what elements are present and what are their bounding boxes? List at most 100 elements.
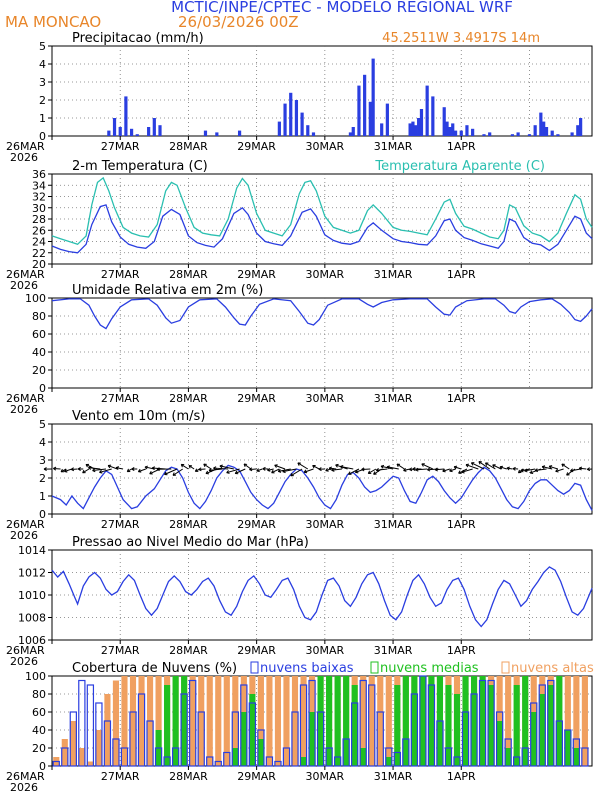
cloud-bar-nuvens-baixas [112, 738, 120, 767]
precip-bar [300, 112, 304, 136]
panel-title: Umidade Relativa em 2m (%) [72, 283, 263, 298]
cloud-bar-nuvens-baixas [223, 751, 231, 767]
cloud-bar-nuvens-medias [334, 676, 341, 766]
y-tick-label: 28 [32, 213, 46, 226]
cloud-bar-nuvens-baixas [231, 711, 239, 767]
wind-arrow [329, 467, 337, 470]
cloud-bar-nuvens-baixas [61, 747, 69, 767]
cloud-bar-nuvens-medias [257, 739, 264, 766]
x-tick-label: 27MAR [101, 392, 140, 405]
panel-rh: 0 20 40 60 80 100 26MAR 27MAR 28MAR 29MAR 30MAR 31M… [6, 283, 593, 416]
x-year-label: 2026 [10, 279, 38, 292]
cloud-bar-nuvens-altas [104, 694, 111, 766]
wind-arrow [361, 468, 371, 471]
precip-bar [539, 112, 543, 136]
wind-arrow-head [131, 468, 135, 471]
cloud-bar-nuvens-baixas [299, 684, 308, 767]
wind-arrow-head [219, 465, 223, 469]
wind-arrow-head [434, 469, 438, 472]
cloud-bar-nuvens-baixas [163, 756, 171, 767]
x-tick-label: 27MAR [101, 140, 140, 153]
panel-pressure: 1006 1008 1010 1012 1014 26MAR 27MAR 28MAR 29MAR… [6, 535, 593, 668]
cloud-bar-nuvens-medias [300, 757, 307, 766]
wind-arrow-head [282, 471, 286, 474]
wind-arrow-head [43, 468, 47, 472]
wind-arrow-head [267, 469, 271, 472]
legend-swatch [370, 661, 379, 674]
wind-arrow-head [512, 468, 516, 471]
wind-arrow [555, 468, 564, 472]
precip-bar [465, 125, 469, 136]
cloud-bar-nuvens-baixas [291, 711, 299, 767]
cloud-bar-nuvens-baixas [359, 679, 367, 767]
cloud-bar-nuvens-baixas [69, 711, 77, 767]
y-tick-label: 1 [39, 112, 46, 125]
wind-arrow-head [421, 463, 424, 467]
wind-arrow-head [180, 464, 183, 468]
y-tick-label: 0 [39, 130, 46, 143]
cloud-bar-nuvens-altas [198, 676, 205, 766]
cloud-bar-nuvens-medias [479, 676, 486, 766]
cloud-bar-nuvens-baixas [257, 729, 265, 767]
precip-bar [135, 134, 139, 136]
cloud-bar-nuvens-medias [411, 676, 418, 766]
cloud-bar-nuvens-altas [266, 676, 273, 766]
legend-swatch [250, 661, 259, 674]
wind-arrow-head [278, 470, 282, 473]
wind-arrow [380, 465, 394, 470]
cloud-bar-nuvens-baixas [95, 702, 103, 767]
x-tick-label: 30MAR [306, 268, 345, 281]
cloud-bar-nuvens-baixas [137, 693, 146, 767]
cloud-bar-nuvens-baixas [206, 756, 214, 767]
cloud-bar-nuvens-altas [360, 676, 367, 766]
wind-arrow [235, 468, 246, 474]
cloud-bar-nuvens-altas [189, 676, 196, 766]
panel-title: Precipitacao (mm/h) [72, 31, 204, 46]
precip-bar [544, 127, 549, 136]
wind-arrow [549, 465, 559, 470]
cloud-bar-nuvens-baixas [453, 756, 461, 767]
wind-arrow [282, 468, 297, 473]
cloud-bar-nuvens-altas [368, 676, 375, 766]
wind-arrow-head [403, 470, 407, 472]
cloud-bar-nuvens-baixas [333, 756, 342, 767]
cloud-bar-nuvens-altas [564, 676, 571, 766]
cloud-bar-nuvens-altas [121, 676, 128, 766]
x-tick-label: 27MAR [101, 518, 140, 531]
cloud-bar-nuvens-baixas [402, 738, 410, 767]
wind-arrow-head [85, 464, 88, 468]
y-tick-label: 0 [39, 760, 46, 773]
wind-arrow [368, 468, 377, 474]
x-year-label: 2026 [10, 403, 38, 416]
cloud-bar-nuvens-baixas [555, 720, 563, 767]
precip-bar [448, 127, 452, 136]
cloud-bar-nuvens-baixas [282, 747, 291, 767]
y-tick-label: 5 [39, 418, 46, 431]
wind-arrow-head [312, 465, 315, 469]
cloud-bar-nuvens-medias [351, 685, 358, 766]
precip-bar [453, 130, 458, 136]
precip-bar [516, 132, 520, 136]
y-tick-label: 22 [32, 247, 46, 260]
wind-arrow [267, 468, 274, 471]
cloud-bar-nuvens-medias [488, 685, 495, 766]
precip-bar [445, 121, 449, 136]
x-tick-label: 26MAR [6, 268, 45, 281]
cloud-bar-nuvens-medias [505, 748, 512, 766]
wind-arrow-head [548, 465, 552, 469]
x-tick-label: 29MAR [237, 644, 276, 657]
wind-arrow-head [208, 469, 212, 473]
wind-arrow [88, 467, 101, 470]
wind-arrow [579, 467, 587, 470]
x-tick-label: 1APR [447, 518, 476, 531]
wind-arrow [219, 465, 235, 470]
wind-arrow-head [92, 470, 96, 473]
cloud-bar-nuvens-baixas [538, 684, 546, 767]
series-line-umidade-relativa [51, 298, 593, 330]
cloud-bar-nuvens-baixas [171, 747, 180, 767]
wind-arrow-head [203, 463, 206, 468]
wind-arrow-head [555, 470, 559, 473]
wind-arrow-head [107, 465, 111, 469]
cloud-bar-nuvens-baixas [86, 684, 95, 767]
precip-bar [385, 103, 389, 136]
